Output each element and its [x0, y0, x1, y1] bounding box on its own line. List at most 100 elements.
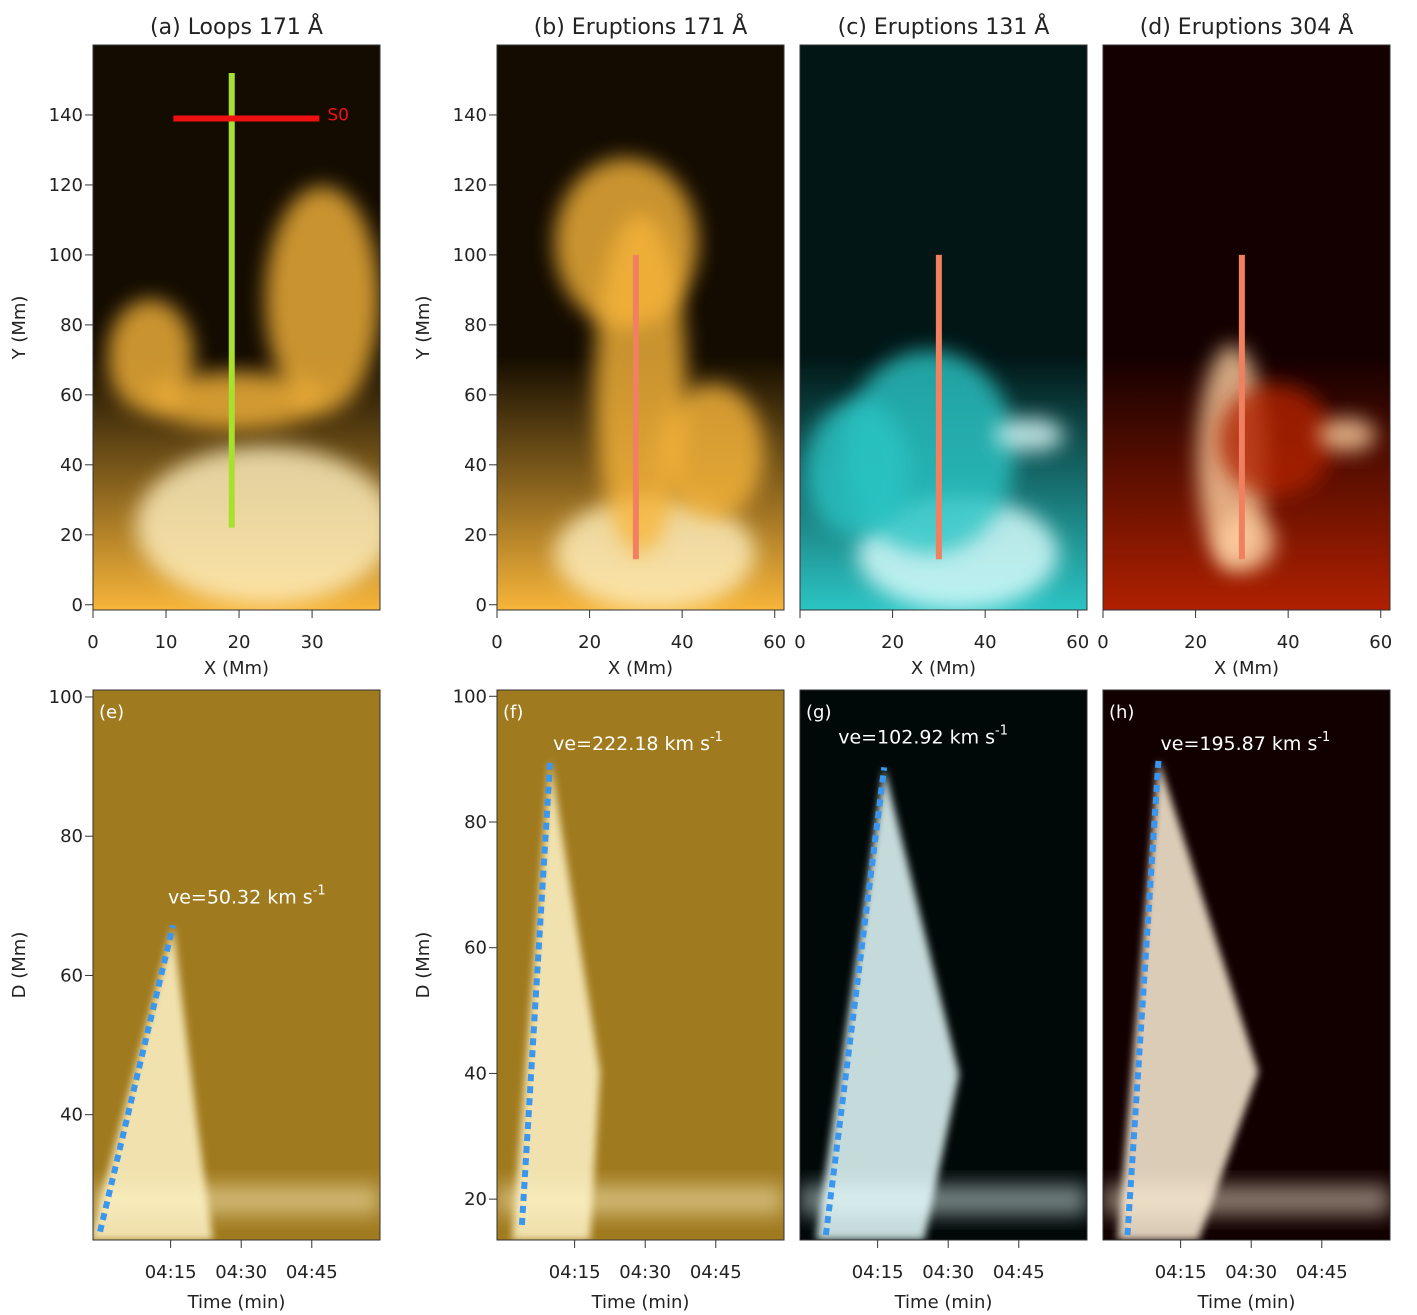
x-tick-label: 04:45: [993, 1262, 1045, 1283]
emission: [800, 1185, 1087, 1215]
x-tick-label: 04:45: [1296, 1262, 1348, 1283]
y-tick-label: 60: [464, 385, 487, 406]
plot-frame: [496, 44, 785, 611]
x-tick-label: 0: [87, 632, 98, 653]
plot-frame: [1102, 689, 1391, 1241]
image-features: [554, 158, 764, 610]
y-tick-label: 60: [464, 938, 487, 959]
x-tick-label: 04:15: [852, 1262, 904, 1283]
x-axis-label: X (Mm): [911, 658, 976, 679]
x-tick-label: 04:15: [145, 1262, 197, 1283]
emission: [150, 372, 323, 430]
y-tick-label: 80: [464, 315, 487, 336]
velocity-text: ve=102.92 km s: [838, 726, 995, 748]
panel-label: (f): [503, 702, 523, 723]
plot-frame: [92, 689, 381, 1241]
x-axis-label: X (Mm): [1214, 658, 1279, 679]
velocity-exponent: -1: [710, 730, 723, 745]
emission: [265, 186, 380, 413]
x-axis-label: X (Mm): [608, 658, 673, 679]
x-axis-label: Time (min): [894, 1292, 993, 1313]
y-tick-label: 40: [464, 455, 487, 476]
x-axis-label: Time (min): [187, 1292, 286, 1313]
x-tick-label: 20: [1184, 632, 1207, 653]
emission: [497, 1185, 784, 1215]
panel-title: (c) Eruptions 131 Å: [838, 13, 1050, 40]
x-tick-label: 0: [794, 632, 805, 653]
emission: [93, 925, 213, 1240]
x-tick-label: 20: [881, 632, 904, 653]
x-tick-label: 20: [578, 632, 601, 653]
y-axis-label: D (Mm): [9, 932, 30, 999]
velocity-text: ve=195.87 km s: [1161, 733, 1318, 755]
y-tick-label: 80: [60, 826, 83, 847]
emission: [136, 446, 380, 605]
image-features: [800, 767, 1087, 1240]
x-tick-label: 60: [1369, 632, 1392, 653]
emission: [1103, 1185, 1390, 1215]
y-tick-label: 120: [49, 175, 83, 196]
image-features: [1197, 344, 1376, 571]
velocity-fit: [822, 766, 888, 1236]
image-features: [107, 186, 380, 605]
y-tick-label: 80: [464, 812, 487, 833]
emission: [554, 158, 698, 328]
panel-title: (a) Loops 171 Å: [150, 13, 323, 40]
x-tick-label: 0: [491, 632, 502, 653]
x-tick-label: 60: [763, 632, 786, 653]
emission: [107, 299, 194, 413]
y-tick-label: 80: [60, 315, 83, 336]
y-tick-label: 100: [49, 245, 83, 266]
emission: [815, 767, 960, 1240]
x-axis-label: X (Mm): [204, 658, 269, 679]
y-tick-label: 140: [453, 105, 487, 126]
image-features: [497, 759, 784, 1240]
x-tick-label: 40: [974, 632, 997, 653]
emission: [1318, 417, 1376, 452]
panel-label: (e): [99, 702, 124, 723]
emission: [995, 417, 1065, 452]
emission: [660, 384, 764, 520]
emission: [1217, 384, 1333, 497]
emission: [93, 1185, 380, 1215]
y-tick-label: 40: [60, 455, 83, 476]
emission: [554, 497, 756, 610]
image-features: [1103, 759, 1390, 1240]
y-axis-label: D (Mm): [413, 932, 434, 999]
y-axis-label: Y (Mm): [413, 296, 434, 361]
x-axis-label: Time (min): [591, 1292, 690, 1313]
x-tick-label: 04:30: [619, 1262, 671, 1283]
x-tick-label: 04:30: [922, 1262, 974, 1283]
velocity-exponent: -1: [313, 883, 326, 898]
panel: (b) Eruptions 171 Å 0 20 40 60 0 20 40 60 80 100 12…: [413, 13, 786, 679]
y-tick-label: 60: [60, 385, 83, 406]
x-tick-label: 20: [228, 632, 251, 653]
y-tick-label: 140: [49, 105, 83, 126]
velocity-fit: [1124, 759, 1162, 1236]
y-tick-label: 20: [464, 525, 487, 546]
image-features: [805, 350, 1065, 610]
image-features: [93, 925, 380, 1240]
x-tick-label: 04:45: [690, 1262, 742, 1283]
panel: (c) Eruptions 131 Å 0 20 40 60 X (Mm): [794, 13, 1089, 679]
y-tick-label: 20: [60, 525, 83, 546]
y-tick-label: 100: [453, 245, 487, 266]
velocity-fit: [518, 759, 554, 1226]
velocity-text: ve=222.18 km s: [553, 733, 710, 755]
y-tick-label: 0: [72, 595, 83, 616]
x-tick-label: 04:30: [215, 1262, 267, 1283]
y-tick-label: 40: [60, 1105, 83, 1126]
panel-title: (d) Eruptions 304 Å: [1140, 13, 1354, 40]
plot-frame: [1102, 44, 1391, 611]
x-tick-label: 04:15: [549, 1262, 601, 1283]
panel-label: (h): [1109, 702, 1134, 723]
x-tick-label: 30: [301, 632, 324, 653]
velocity-exponent: -1: [995, 723, 1008, 738]
velocity-label: ve=50.32 km s-1: [168, 883, 326, 908]
panel: (a) Loops 171 Å 0 10 20 30 0 20 40 60 80 100 120 140…: [9, 13, 381, 679]
x-tick-label: 40: [1277, 632, 1300, 653]
slit-label: S0: [327, 105, 349, 125]
y-tick-label: 40: [464, 1063, 487, 1084]
